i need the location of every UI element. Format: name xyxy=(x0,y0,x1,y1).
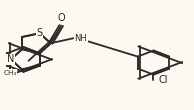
Text: Cl: Cl xyxy=(158,75,168,85)
Text: N: N xyxy=(7,54,15,64)
Text: NH: NH xyxy=(74,34,87,43)
Text: S: S xyxy=(37,28,43,38)
Text: O: O xyxy=(57,13,65,23)
Text: CH₃: CH₃ xyxy=(3,70,16,76)
